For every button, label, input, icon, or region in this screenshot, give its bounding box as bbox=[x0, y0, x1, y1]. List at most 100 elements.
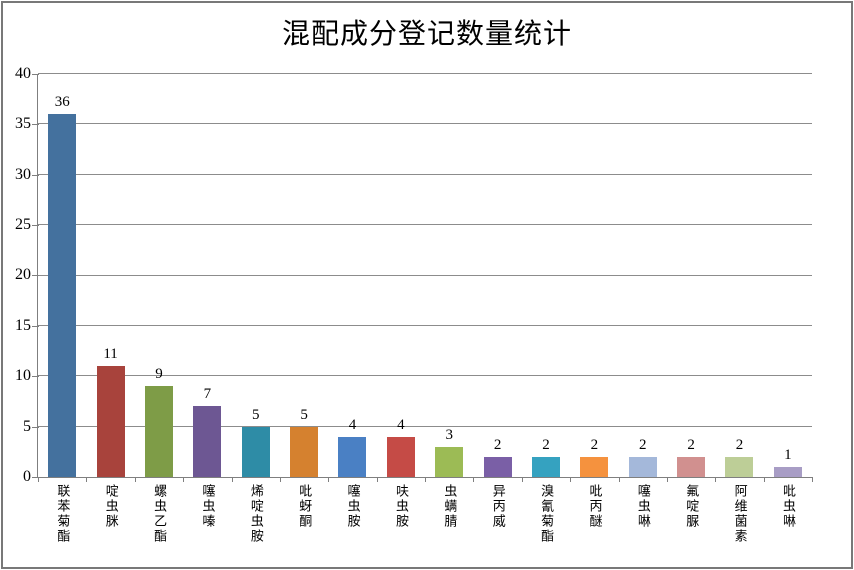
x-category-label: 吡蚜酮 bbox=[297, 484, 313, 529]
x-tick-mark bbox=[135, 477, 136, 482]
x-category-slot: 联苯菊酯 bbox=[38, 484, 86, 544]
gridline bbox=[38, 375, 812, 377]
gridline bbox=[38, 324, 812, 326]
bar bbox=[435, 446, 464, 477]
y-tick-label: 5 bbox=[23, 418, 31, 435]
bar-slot: 2 bbox=[570, 74, 618, 477]
x-category-label: 啶虫脒 bbox=[103, 484, 119, 529]
bar-slot: 1 bbox=[764, 74, 812, 477]
x-category-slot: 呋虫胺 bbox=[377, 484, 425, 529]
bar-value-label: 5 bbox=[300, 406, 308, 423]
bar-slot: 36 bbox=[38, 74, 86, 477]
x-tick-mark bbox=[715, 477, 716, 482]
bar bbox=[531, 456, 560, 477]
x-category-slot: 溴氰菊酯 bbox=[522, 484, 570, 544]
bar bbox=[677, 456, 706, 477]
x-category-slot: 螺虫乙酯 bbox=[135, 484, 183, 544]
x-tick-mark bbox=[38, 477, 39, 482]
y-tick-mark bbox=[32, 477, 39, 478]
bar-slot: 4 bbox=[328, 74, 376, 477]
bar bbox=[628, 456, 657, 477]
x-category-label: 联苯菊酯 bbox=[55, 484, 71, 544]
y-tick-label: 20 bbox=[15, 266, 31, 283]
bar-slot: 11 bbox=[86, 74, 134, 477]
x-category-label: 吡丙醚 bbox=[587, 484, 603, 529]
x-tick-mark bbox=[619, 477, 620, 482]
chart-title: 混配成分登记数量统计 bbox=[281, 19, 572, 50]
bar-value-label: 4 bbox=[397, 416, 405, 433]
bar-slot: 2 bbox=[473, 74, 521, 477]
x-tick-mark bbox=[377, 477, 378, 482]
gridline bbox=[38, 73, 812, 74]
bar-slot: 5 bbox=[232, 74, 280, 477]
x-category-label: 噻虫啉 bbox=[635, 484, 651, 529]
x-category-slot: 啶虫脒 bbox=[86, 484, 134, 529]
y-tick-mark bbox=[32, 74, 39, 75]
bar-value-label: 2 bbox=[735, 436, 744, 453]
bar bbox=[725, 456, 754, 477]
bar-value-label: 2 bbox=[542, 436, 550, 453]
y-tick-label: 35 bbox=[15, 115, 31, 132]
x-category-label: 溴氰菊酯 bbox=[539, 484, 555, 544]
bar bbox=[144, 386, 173, 477]
x-tick-mark bbox=[764, 477, 765, 482]
x-axis-line bbox=[37, 477, 812, 478]
bar-slot: 7 bbox=[183, 74, 231, 477]
y-tick-mark bbox=[32, 376, 39, 377]
x-tick-mark bbox=[425, 477, 426, 482]
bar-slot: 4 bbox=[377, 74, 425, 477]
x-tick-mark bbox=[667, 477, 668, 482]
x-tick-mark bbox=[812, 477, 813, 482]
y-tick-mark bbox=[32, 225, 39, 226]
y-tick-label: 10 bbox=[15, 367, 31, 384]
bar bbox=[773, 466, 802, 477]
bar-slot: 2 bbox=[715, 74, 763, 477]
gridline bbox=[38, 224, 812, 226]
x-tick-mark bbox=[473, 477, 474, 482]
x-tick-mark bbox=[183, 477, 184, 482]
y-tick-mark bbox=[32, 275, 39, 276]
x-tick-mark bbox=[522, 477, 523, 482]
bar-slot: 2 bbox=[522, 74, 570, 477]
y-tick-label: 30 bbox=[15, 166, 31, 183]
bar bbox=[193, 406, 222, 477]
bar bbox=[241, 426, 270, 477]
x-tick-mark bbox=[570, 477, 571, 482]
x-category-label: 噻虫嗪 bbox=[200, 484, 216, 529]
y-tick-mark bbox=[32, 326, 39, 327]
bar-value-label: 9 bbox=[155, 366, 163, 383]
x-category-slot: 阿维菌素 bbox=[715, 484, 763, 544]
x-category-slot: 异丙威 bbox=[473, 484, 521, 529]
x-category-slot: 噻虫胺 bbox=[328, 484, 376, 529]
x-category-label: 异丙威 bbox=[490, 484, 506, 529]
x-category-slot: 吡虫啉 bbox=[764, 484, 812, 529]
gridline bbox=[38, 123, 812, 125]
x-category-slot: 氟啶脲 bbox=[667, 484, 715, 529]
y-tick-mark bbox=[32, 427, 39, 428]
bar-slot: 5 bbox=[280, 74, 328, 477]
plot-area: 36 11 9 7 5 5 4 4 3 2 2 2 2 2 2 1 bbox=[37, 73, 812, 478]
x-tick-mark bbox=[280, 477, 281, 482]
bar bbox=[290, 426, 319, 477]
bar-value-label: 4 bbox=[348, 416, 357, 433]
x-category-slot: 噻虫啉 bbox=[619, 484, 667, 529]
bar-value-label: 11 bbox=[103, 346, 118, 363]
x-category-slot: 烯啶虫胺 bbox=[232, 484, 280, 544]
bar bbox=[96, 366, 125, 477]
bar bbox=[483, 456, 512, 477]
gridline bbox=[38, 274, 812, 276]
x-category-slot: 噻虫嗪 bbox=[183, 484, 231, 529]
y-tick-label: 25 bbox=[15, 216, 31, 233]
y-tick-label: 40 bbox=[15, 65, 31, 82]
x-tick-mark bbox=[232, 477, 233, 482]
bar-slot: 9 bbox=[135, 74, 183, 477]
bar-slot: 3 bbox=[425, 74, 473, 477]
gridline bbox=[38, 173, 812, 175]
x-category-slot: 吡丙醚 bbox=[570, 484, 618, 529]
y-axis-line bbox=[37, 74, 38, 478]
bar-value-label: 2 bbox=[590, 436, 599, 453]
y-tick-label: 0 bbox=[23, 468, 31, 485]
x-category-label: 氟啶脲 bbox=[684, 484, 700, 529]
bar bbox=[386, 436, 415, 477]
bar-value-label: 36 bbox=[54, 94, 70, 111]
